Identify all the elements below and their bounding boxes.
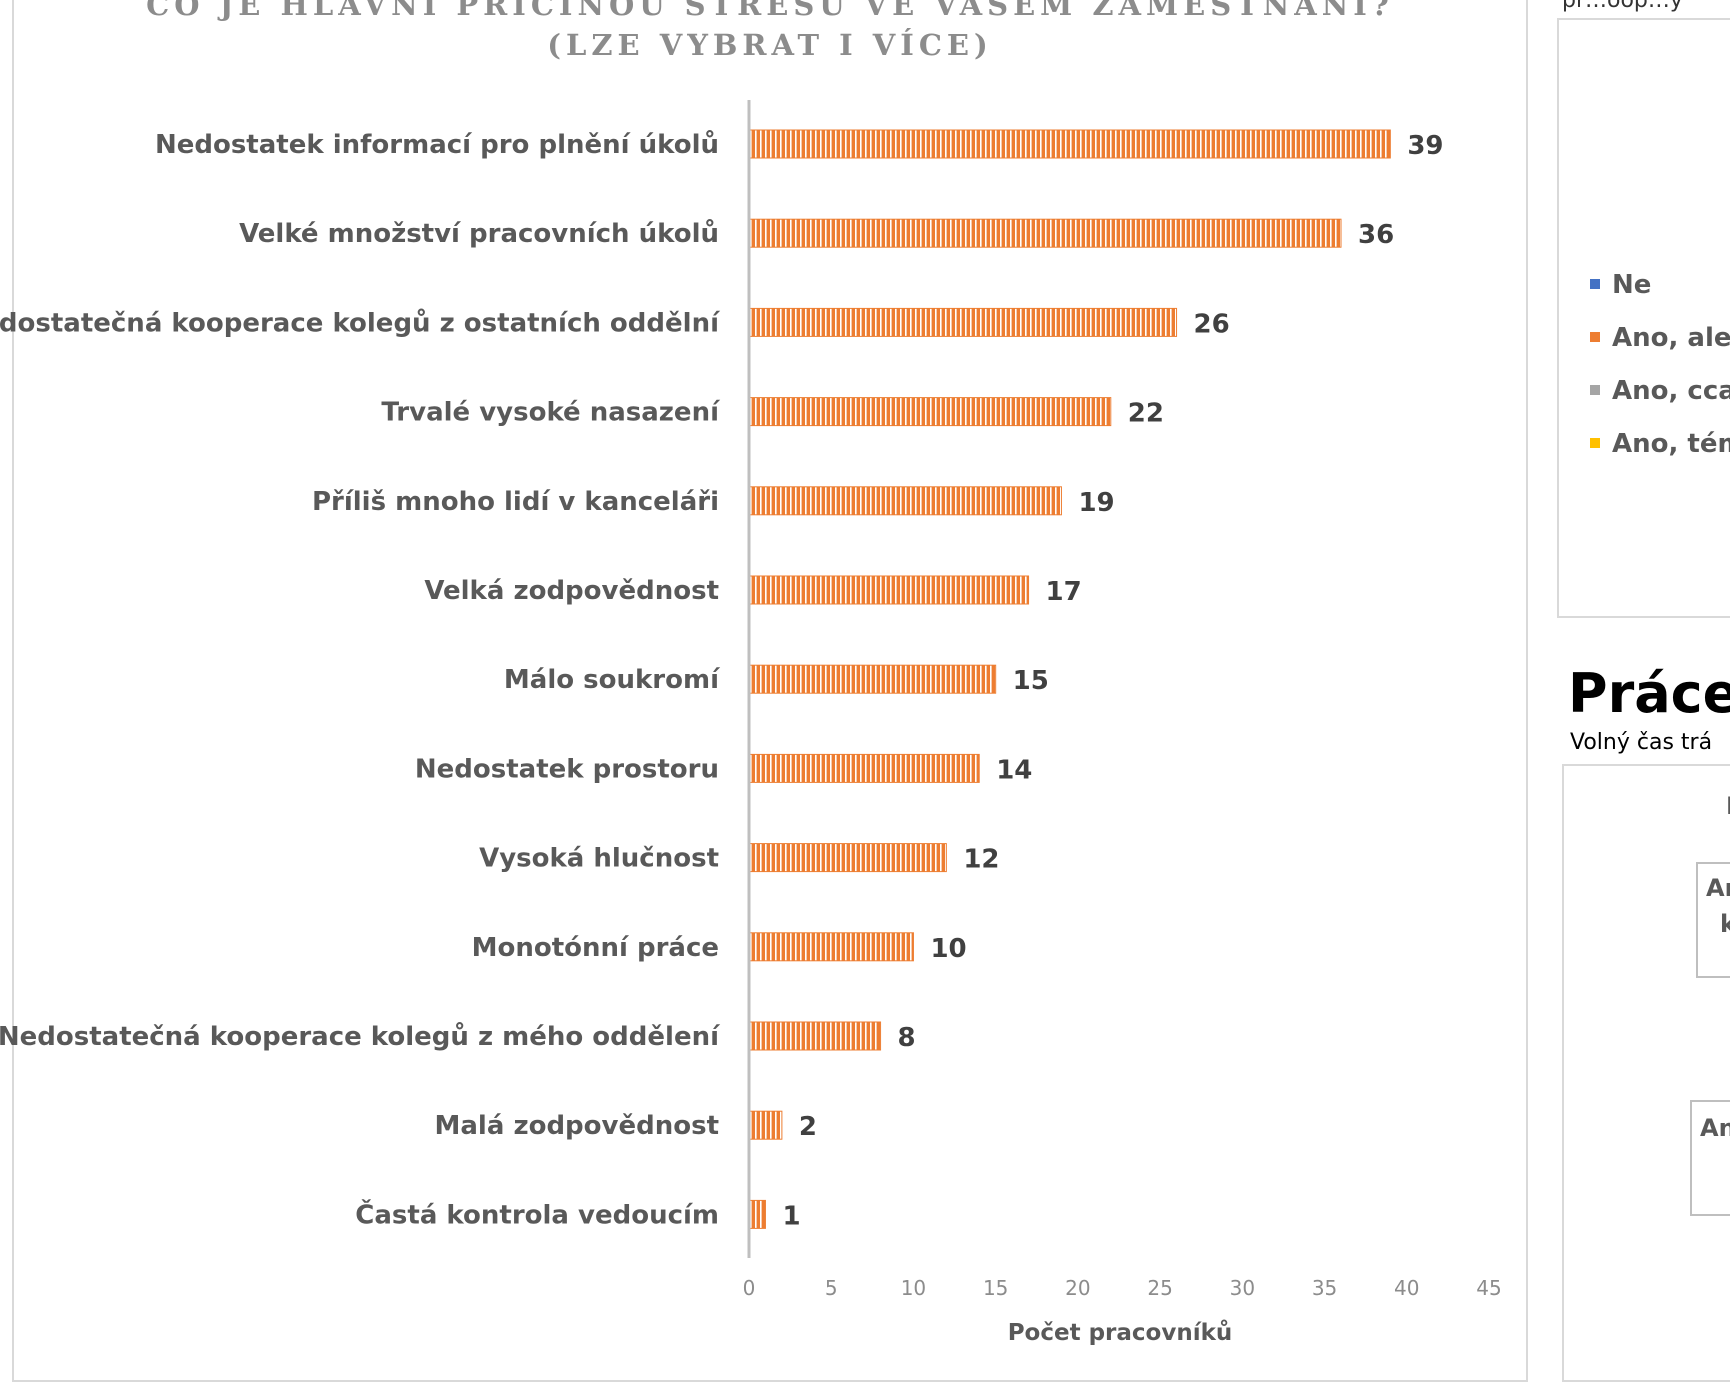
legend-label: Ano, tém	[1612, 429, 1730, 459]
x-axis-ticks: 0 5 10 15 20 25 30 35 40 45	[743, 1276, 1502, 1300]
data-label: 8	[898, 1023, 916, 1053]
legend-item-ano-ale: Ano, ale v	[1590, 323, 1730, 353]
bar	[748, 397, 1112, 427]
category-label: Nedostatek prostoru	[415, 754, 719, 784]
data-label: 26	[1194, 309, 1230, 339]
legend-label: Ne	[1612, 270, 1652, 300]
x-tick-label: 0	[743, 1276, 756, 1300]
bar	[748, 307, 1178, 337]
category-label: Velké množství pracovních úkolů	[239, 218, 719, 249]
data-label: 10	[930, 934, 966, 964]
section-subtext: Volný čas trá	[1570, 730, 1713, 755]
category-label: Velká zodpovědnost	[424, 576, 719, 606]
bar	[748, 486, 1062, 516]
bars-layer: Nedostatek informací pro plnění úkolů 39 V…	[0, 129, 1444, 1231]
data-label: 22	[1128, 399, 1164, 429]
legend-item-ano-tem: Ano, tém	[1590, 429, 1730, 459]
legend-label: Ano, ale v	[1612, 323, 1730, 353]
legend-swatch-gray	[1590, 384, 1600, 395]
x-axis-title: Počet pracovníků	[1008, 1319, 1233, 1346]
data-label: 39	[1407, 131, 1443, 161]
data-label: 36	[1358, 220, 1394, 250]
x-tick-label: 30	[1230, 1276, 1255, 1300]
category-label: Vysoká hlučnost	[479, 844, 719, 874]
category-label: Monotónní práce	[472, 933, 719, 963]
bar	[748, 1110, 783, 1140]
bar	[748, 843, 947, 873]
category-label: Nedostatečná kooperace kolegů z ostatníc…	[0, 307, 721, 338]
bar	[748, 129, 1391, 159]
bar	[748, 664, 997, 694]
legend-label: Ano, cca	[1612, 376, 1730, 406]
legend-swatch-yellow	[1590, 437, 1600, 448]
callout-line: An	[1700, 1114, 1730, 1142]
bar	[748, 1199, 766, 1229]
x-tick-label: 20	[1065, 1276, 1090, 1300]
x-tick-label: 40	[1394, 1276, 1419, 1300]
x-tick-label: 10	[901, 1276, 926, 1300]
data-label: 14	[996, 755, 1032, 785]
x-tick-label: 25	[1147, 1276, 1172, 1300]
data-label: 2	[799, 1112, 817, 1142]
bar	[748, 753, 980, 783]
lower-chart-fragment: I	[1726, 792, 1730, 820]
callout-line: An	[1706, 874, 1730, 902]
bar	[748, 575, 1030, 605]
chart-title-line-2: (LZE VYBRAT I VÍCE)	[547, 28, 993, 62]
legend-swatch-blue	[1590, 278, 1600, 289]
data-label: 19	[1078, 488, 1114, 518]
category-label: Nedostatek informací pro plnění úkolů	[155, 129, 719, 160]
lower-chart-card	[1562, 764, 1730, 1382]
bar	[748, 932, 914, 962]
bar-chart: Nedostatek informací pro plnění úkolů 39 V…	[0, 100, 1502, 1346]
data-label: 15	[1013, 666, 1049, 696]
legend-item-ne: Ne	[1590, 270, 1651, 300]
data-label: 12	[963, 845, 999, 875]
category-label: Malá zodpovědnost	[435, 1111, 719, 1141]
bar	[748, 218, 1342, 248]
legend-item-ano-cca: Ano, cca	[1590, 376, 1730, 406]
x-tick-label: 15	[983, 1276, 1008, 1300]
x-tick-label: 35	[1312, 1276, 1337, 1300]
pie-chart-card	[1557, 18, 1730, 618]
x-tick-label: 45	[1476, 1276, 1501, 1300]
data-label: 1	[782, 1201, 800, 1231]
category-label: Nedostatečná kooperace kolegů z mého odd…	[0, 1021, 721, 1052]
chart-title-line-1: CO JE HLAVNÍ PŘÍČINOU STRESU VE VAŠEM ZA…	[146, 0, 1394, 22]
category-label: Příliš mnoho lidí v kanceláři	[312, 487, 719, 517]
callout-line: ka	[1706, 910, 1730, 938]
bar	[748, 1021, 882, 1051]
callout-box-1: An ka	[1696, 862, 1730, 978]
legend-swatch-orange	[1590, 331, 1600, 342]
category-label: Častá kontrola vedoucím	[355, 1198, 719, 1230]
top-fragment-text: pr…oop…y	[1562, 0, 1683, 13]
section-heading: Práce	[1568, 662, 1730, 725]
callout-box-2: An	[1690, 1100, 1730, 1216]
category-label: Trvalé vysoké nasazení	[381, 398, 721, 428]
x-tick-label: 5	[825, 1276, 838, 1300]
data-label: 17	[1046, 577, 1082, 607]
category-label: Málo soukromí	[504, 665, 721, 695]
